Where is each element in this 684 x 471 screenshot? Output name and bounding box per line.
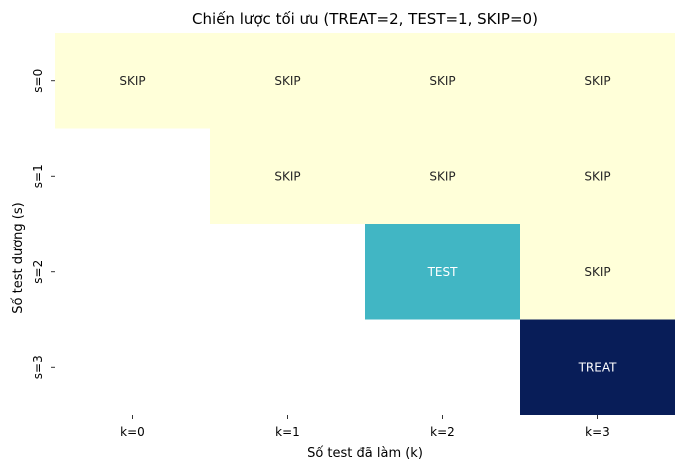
cell-label-s0-k1: SKIP [274, 74, 300, 88]
chart-title: Chiến lược tối ưu (TREAT=2, TEST=1, SKIP… [192, 10, 538, 28]
cell-label-s2-k2: TEST [427, 265, 459, 279]
x-tick-label: k=1 [275, 425, 300, 439]
heatmap-cell-s3-k3 [520, 319, 675, 415]
heatmap-cell-s0-k0 [55, 33, 210, 129]
y-tick-label: s=2 [31, 260, 45, 284]
y-axis-label: Số test dương (s) [11, 202, 26, 313]
heatmap-cells: SKIP SKIP SKIP SKIP SKIP SKIP SKIP TEST SKIP TREA… [55, 33, 675, 415]
x-axis-label: Số test đã làm (k) [307, 446, 423, 461]
cell-label-s3-k3: TREAT [578, 360, 618, 374]
y-tick-label: s=1 [31, 164, 45, 188]
cell-label-s1-k3: SKIP [584, 169, 610, 183]
y-axis: s=0 s=1 s=2 s=3 [31, 69, 55, 379]
x-tick-label: k=2 [430, 425, 455, 439]
cell-label-s0-k3: SKIP [584, 74, 610, 88]
heatmap-cell-s2-k2 [365, 224, 520, 320]
heatmap-cell-s0-k2 [365, 33, 520, 129]
heatmap-cell-s2-k3 [520, 224, 675, 320]
cell-label-s2-k3: SKIP [584, 265, 610, 279]
heatmap-cell-s1-k2 [365, 128, 520, 224]
cell-label-s1-k2: SKIP [429, 169, 455, 183]
cell-label-s0-k2: SKIP [429, 74, 455, 88]
cell-label-s0-k0: SKIP [119, 74, 145, 88]
heatmap-cell-s1-k1 [210, 128, 365, 224]
x-axis: k=0 k=1 k=2 k=3 [120, 415, 610, 439]
y-tick-label: s=3 [31, 355, 45, 379]
heatmap-cell-s1-k3 [520, 128, 675, 224]
x-tick-label: k=0 [120, 425, 145, 439]
cell-label-s1-k1: SKIP [274, 169, 300, 183]
heatmap-cell-s0-k1 [210, 33, 365, 129]
y-tick-label: s=0 [31, 69, 45, 93]
x-tick-label: k=3 [585, 425, 610, 439]
heatmap-cell-s0-k3 [520, 33, 675, 129]
